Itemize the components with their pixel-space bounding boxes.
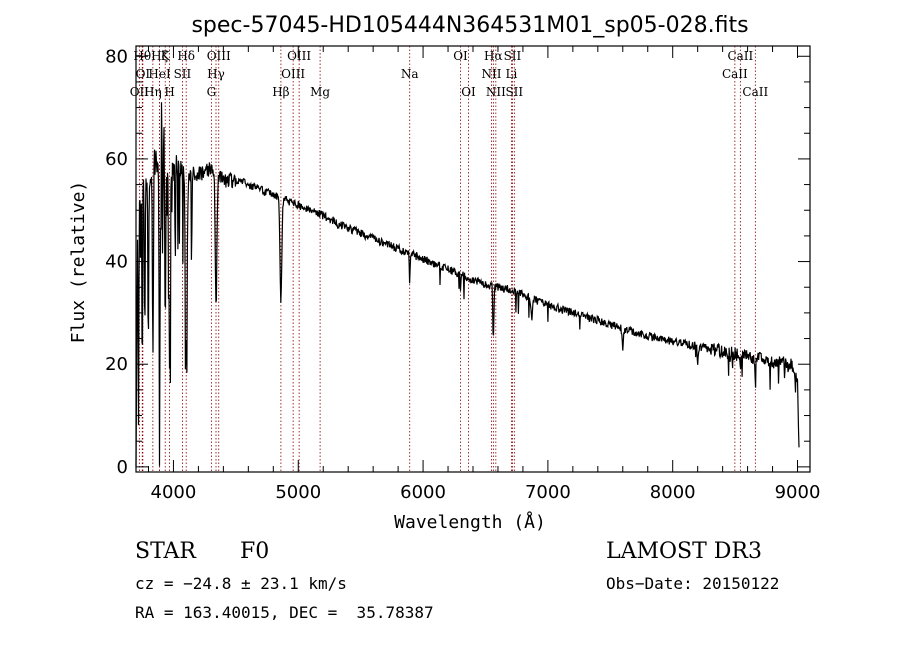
- redshift-readout: cz = −24.8 ± 23.1 km/s: [135, 574, 347, 593]
- x-tick-label: 8000: [650, 482, 696, 503]
- y-tick-label: 80: [105, 46, 128, 67]
- spectral-line-label: Li: [506, 67, 518, 81]
- spectral-line-label: K: [161, 49, 171, 63]
- spectral-line-label: G: [207, 85, 217, 99]
- spectral-line-label: Mg: [310, 85, 330, 99]
- spectral-line-label: Hζ: [151, 49, 168, 63]
- spectral-line-label: H: [164, 85, 174, 99]
- spectral-line-label: OI: [461, 85, 476, 99]
- observation-date: Obs−Date: 20150122: [606, 574, 780, 593]
- coordinates-readout: RA = 163.40015, DEC = 35.78387: [135, 603, 434, 622]
- x-tick-label: 7000: [525, 482, 571, 503]
- spectral-line-label: OIII: [281, 67, 305, 81]
- x-tick-label: 5000: [275, 482, 321, 503]
- spectral-line-label: SII: [505, 85, 523, 99]
- spectral-line-markers: [138, 46, 756, 472]
- spectral-line-label: Hα: [484, 49, 503, 63]
- survey-name: LAMOST DR3: [606, 539, 762, 564]
- y-tick-label: 60: [105, 149, 128, 170]
- spectral-line-label: SII: [504, 49, 522, 63]
- plot-frame: [135, 45, 811, 473]
- spectral-line-label: HeI: [148, 67, 171, 81]
- spectral-subclass: F0: [240, 539, 270, 564]
- axis-ticks: 4000 5000 6000 7000 8000 9000 0 20 40 60 80: [105, 46, 820, 503]
- spectral-line-label: Hγ: [207, 67, 225, 81]
- spectral-line-label: CaII: [722, 67, 748, 81]
- spectral-line-label: OIII: [287, 49, 311, 63]
- spectral-line-label: NII: [486, 85, 506, 99]
- spectral-line-label: OII: [130, 85, 150, 99]
- spectral-line-label: CaII: [742, 85, 768, 99]
- spectral-line-label: OI: [136, 67, 151, 81]
- spectral-line-label: OIII: [207, 49, 231, 63]
- spectral-line-label: OI: [453, 49, 468, 63]
- spectral-line-label: Hβ: [272, 85, 289, 99]
- x-tick-label: 9000: [775, 482, 821, 503]
- y-tick-label: 40: [105, 252, 128, 273]
- spectral-line-labels: OIIHθOIHηHζHeIKHSIIHδGHγOIIIHβOIIIOIIIMg…: [130, 49, 769, 99]
- spectral-line-label: Na: [401, 67, 419, 81]
- spectral-line-label: SII: [174, 67, 192, 81]
- x-axis-label: Wavelength (Å): [394, 511, 546, 533]
- y-tick-label: 20: [105, 354, 128, 375]
- x-tick-label: 6000: [400, 482, 446, 503]
- y-tick-label: 0: [117, 457, 128, 478]
- spectral-line-label: Hη: [144, 85, 162, 99]
- spectral-line-label: NII: [481, 67, 501, 81]
- spectrum-line: [135, 102, 800, 467]
- spectral-line-label: CaII: [727, 49, 753, 63]
- chart-title: spec-57045-HD105444N364531M01_sp05-028.f…: [191, 13, 748, 38]
- x-tick-label: 4000: [151, 482, 197, 503]
- y-axis-label: Flux (relative): [68, 181, 89, 344]
- spectral-line-label: Hδ: [177, 49, 195, 63]
- object-type: STAR: [135, 539, 196, 564]
